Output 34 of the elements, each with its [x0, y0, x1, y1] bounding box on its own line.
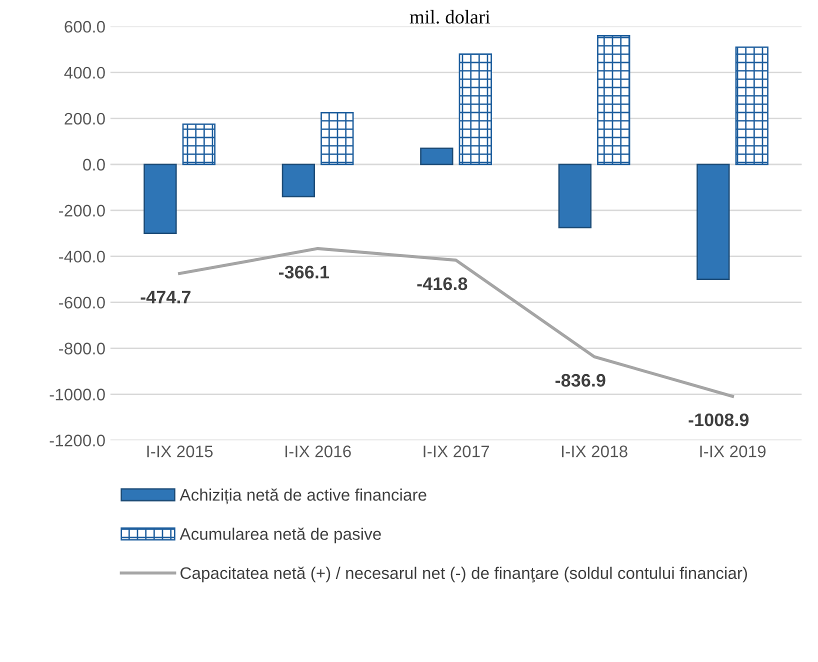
bar [558, 164, 592, 228]
bar [144, 164, 177, 234]
legend-label: Capacitatea netă (+) / necesarul net (-) de finanţare (soldul contului financiar) [180, 566, 747, 582]
y-tick-label: -1200.0 [50, 434, 105, 446]
x-tick-label: I-IX 2017 [424, 446, 490, 458]
y-tick-label: 600.0 [64, 20, 105, 33]
y-tick-label: -800.0 [59, 342, 105, 354]
bar [420, 148, 454, 166]
bar [597, 34, 630, 166]
data-label: -474.7 [140, 290, 190, 304]
y-tick-label: 400.0 [64, 66, 105, 79]
data-label: -836.9 [556, 374, 606, 387]
y-tick-label: -600.0 [59, 296, 105, 309]
bar [182, 123, 216, 166]
x-tick-label: I-IX 2016 [286, 446, 351, 458]
y-tick-label: -400.0 [59, 250, 105, 263]
data-label: -366.1 [279, 266, 329, 279]
bar [735, 46, 768, 166]
bar [320, 112, 354, 166]
data-label: -1008.9 [688, 413, 749, 426]
legend-label: Acumularea netă de pasive [180, 527, 381, 544]
y-tick-label: -1000.0 [50, 388, 105, 400]
chart-title: mil. dolari [410, 10, 490, 24]
x-tick-label: I-IX 2019 [700, 446, 766, 458]
bar [282, 164, 316, 198]
y-tick-label: -200.0 [59, 204, 105, 217]
y-tick-label: 200.0 [64, 112, 105, 125]
x-tick-label: I-IX 2015 [147, 446, 213, 458]
y-tick-label: 0.0 [83, 158, 105, 171]
bar [458, 53, 492, 166]
data-label: -416.8 [417, 277, 468, 290]
bar [696, 164, 730, 280]
legend-label: Achiziția netă de active financiare [180, 488, 426, 504]
x-tick-label: I-IX 2018 [562, 446, 628, 458]
